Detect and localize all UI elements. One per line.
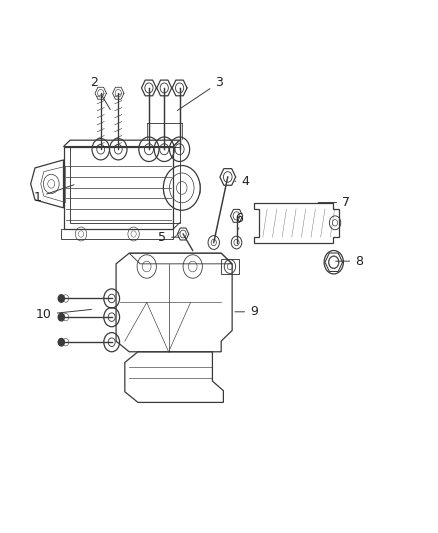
Text: 8: 8 — [336, 255, 363, 268]
Circle shape — [58, 338, 64, 346]
Text: 1: 1 — [33, 185, 74, 204]
Circle shape — [58, 313, 64, 321]
Text: 2: 2 — [90, 76, 110, 110]
Text: 3: 3 — [177, 76, 223, 110]
Text: 7: 7 — [318, 196, 350, 209]
Text: 9: 9 — [235, 305, 258, 318]
Text: 6: 6 — [235, 212, 243, 229]
Text: 10: 10 — [36, 308, 92, 321]
Text: 5: 5 — [158, 231, 179, 244]
Text: 4: 4 — [235, 175, 249, 188]
Circle shape — [58, 295, 64, 302]
